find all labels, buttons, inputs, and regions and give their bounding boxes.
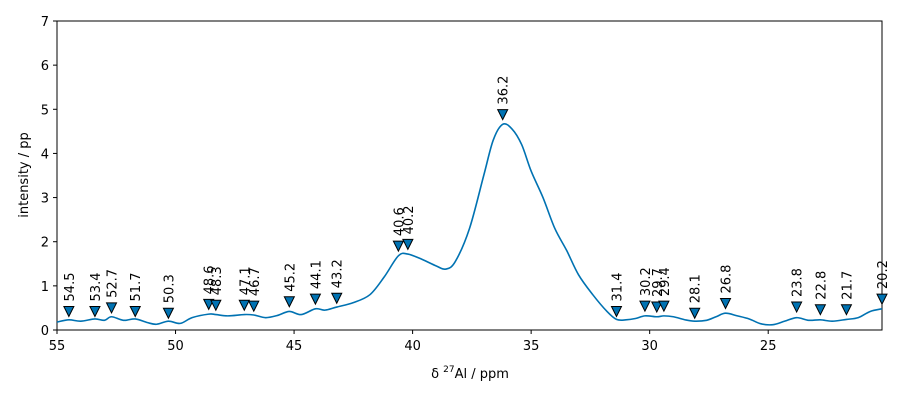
peak-marker	[330, 292, 343, 305]
peak-marker	[210, 299, 222, 312]
peak-marker	[247, 300, 260, 313]
x-tick-label: 35	[523, 339, 540, 354]
peak-label: 29.4	[658, 267, 673, 296]
x-tick-label: 25	[760, 339, 777, 354]
x-tick-label: 30	[641, 339, 658, 354]
peak-label: 44.1	[309, 260, 324, 289]
x-axis-label-superscript: 27	[443, 365, 454, 375]
peak-marker	[392, 240, 405, 253]
peak-label: 47.1	[238, 266, 253, 295]
peak-label: 26.8	[720, 265, 735, 294]
peak-marker	[89, 305, 101, 318]
y-axis-label: intensity / pp	[17, 132, 32, 218]
plot-area-border	[56, 20, 883, 331]
peak-marker	[496, 109, 509, 121]
peak-label: 31.4	[610, 273, 625, 302]
x-tick-label: 40	[404, 339, 421, 354]
x-tick-label: 55	[49, 339, 66, 354]
y-tick-label: 7	[41, 15, 49, 30]
peak-label: 50.3	[162, 274, 177, 303]
peak-label: 40.6	[392, 207, 407, 236]
x-tick-label: 45	[286, 339, 303, 354]
y-tick-label: 1	[41, 280, 49, 295]
peak-labels: 54.5 53.4 52.7 51.7 50.3 48.648.3 47.146.7 45.2…	[63, 76, 891, 304]
peak-marker	[790, 301, 803, 314]
x-tick-label: 50	[167, 339, 184, 354]
x-axis-label: δ 27Al / ppm	[431, 365, 509, 382]
peak-marker	[309, 293, 322, 306]
y-ticks: 0 1 2 3 4 5 6 7	[41, 15, 57, 339]
peak-label: 48.6	[203, 265, 218, 294]
x-axis-label-suffix: Al / ppm	[455, 367, 509, 382]
y-tick-label: 0	[41, 324, 49, 339]
y-tick-label: 6	[41, 59, 49, 74]
peak-marker	[283, 296, 296, 308]
peak-label: 52.7	[106, 269, 121, 298]
spectrum-line	[56, 122, 883, 326]
peak-label: 54.5	[63, 273, 78, 302]
peak-marker	[840, 304, 853, 316]
peak-label: 40.2	[402, 205, 417, 234]
peak-marker	[719, 298, 732, 310]
peak-label: 28.1	[689, 274, 704, 303]
peak-marker	[814, 304, 827, 316]
peak-label: 45.2	[283, 263, 298, 292]
peak-label: 46.7	[248, 267, 263, 296]
peak-label: 43.2	[331, 259, 346, 288]
peak-marker	[129, 305, 142, 318]
peak-marker	[639, 300, 651, 313]
peak-label: 53.4	[89, 273, 104, 302]
y-tick-label: 4	[41, 147, 49, 162]
peak-marker	[876, 293, 888, 306]
x-ticks: 55 50 45 40 35 30 25	[49, 330, 777, 354]
peak-marker	[238, 299, 251, 312]
y-tick-label: 5	[41, 103, 49, 118]
peak-label: 29.7	[651, 268, 666, 297]
y-tick-label: 2	[41, 236, 49, 251]
peak-label: 20.2	[876, 260, 891, 289]
y-tick-label: 3	[41, 192, 49, 207]
axes-frame	[56, 20, 883, 331]
peak-label: 36.2	[497, 76, 512, 105]
peak-markers	[63, 109, 888, 320]
peak-marker	[610, 305, 623, 318]
peak-marker	[63, 305, 75, 318]
peak-label: 22.8	[814, 271, 829, 300]
peak-label: 21.7	[840, 271, 855, 300]
peak-marker	[105, 302, 118, 315]
peak-marker	[688, 307, 701, 320]
peak-label: 23.8	[791, 268, 806, 297]
peak-label: 30.2	[639, 267, 654, 296]
peak-marker	[650, 301, 663, 314]
peak-marker	[402, 238, 414, 251]
x-axis-label-prefix: δ	[431, 367, 443, 382]
peak-label: 48.3	[210, 266, 225, 295]
peak-marker	[658, 300, 670, 313]
peak-label: 51.7	[129, 273, 144, 302]
peak-marker	[162, 307, 175, 320]
